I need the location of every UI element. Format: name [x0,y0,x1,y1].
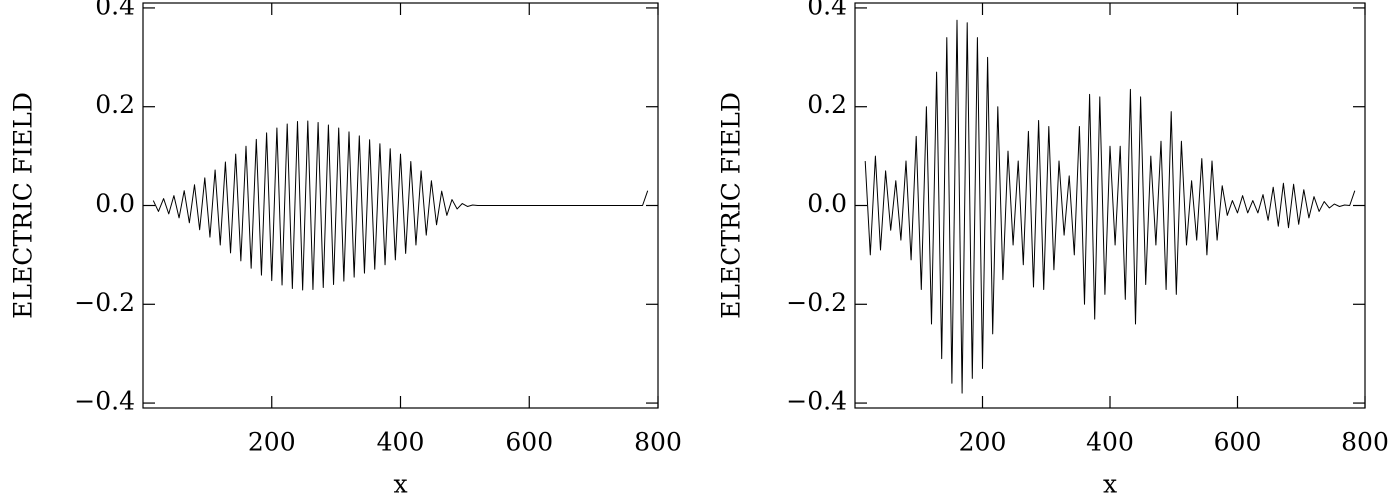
signal-line [152,120,649,291]
y-tick-label: 0.4 [807,0,847,20]
x-tick-label: 800 [1341,428,1389,457]
x-tick-label: 800 [634,428,682,457]
y-tick-label: −0.2 [74,288,135,317]
y-tick-label: 0.0 [95,189,135,218]
plot-frame [854,2,1366,409]
x-tick-label: 600 [1214,428,1262,457]
y-axis-label: ELECTRIC FIELD [717,92,746,319]
y-tick-label: 0.0 [807,189,847,218]
x-tick-label: 600 [505,428,553,457]
x-tick-label: 200 [248,428,296,457]
x-tick-label: 200 [959,428,1007,457]
y-tick-label: −0.4 [74,387,135,416]
y-tick-label: −0.4 [786,387,847,416]
y-tick-label: 0.2 [807,90,847,119]
x-tick-label: 400 [1086,428,1134,457]
x-tick-label: 400 [377,428,425,457]
y-axis-label: ELECTRIC FIELD [9,92,38,319]
y-tick-label: 0.4 [95,0,135,20]
y-tick-label: 0.2 [95,90,135,119]
x-axis-label: x [1103,470,1117,498]
y-tick-label: −0.2 [786,288,847,317]
signal-line [864,19,1356,394]
x-axis-label: x [393,470,407,498]
